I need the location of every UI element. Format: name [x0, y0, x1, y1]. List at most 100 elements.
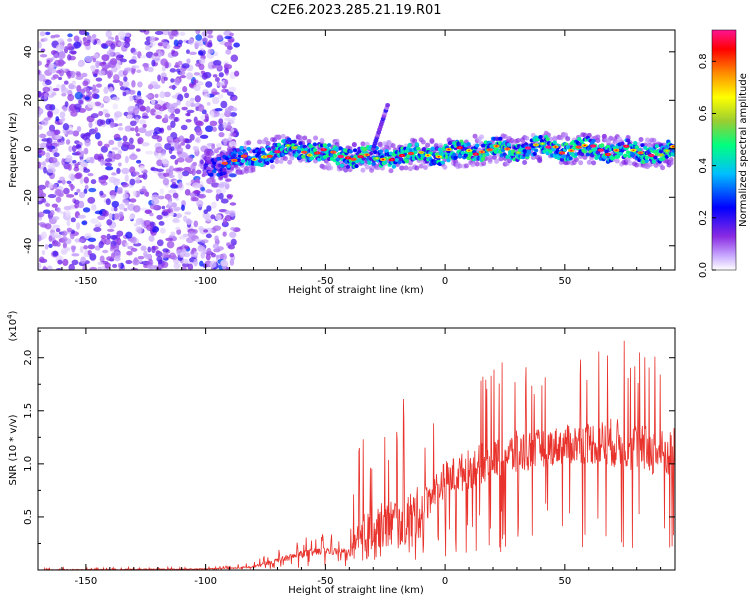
noise-speckle: [99, 255, 105, 263]
noise-speckle: [46, 265, 53, 270]
noise-speckle: [63, 80, 69, 85]
snr-x-ticks: -150 -100 -50 0 50: [61, 328, 662, 587]
noise-speckle: [157, 195, 165, 200]
ridge-peak-core: [286, 144, 290, 147]
ridge-blob: [335, 161, 341, 166]
noise-speckle: [159, 91, 166, 99]
ridge-halo-blob: [479, 134, 485, 140]
snr-series-line: [38, 340, 675, 570]
ridge-peak-core: [625, 145, 628, 148]
noise-speckle: [185, 144, 191, 150]
noise-speckle: [84, 31, 90, 36]
noise-speckle: [108, 60, 117, 69]
noise-speckle: [139, 188, 148, 193]
noise-speckle: [92, 84, 97, 92]
ridge-blob: [414, 142, 420, 147]
noise-speckle: [216, 82, 224, 87]
ridge-blob: [372, 150, 378, 155]
noise-speckle: [174, 108, 181, 114]
noise-speckle: [108, 176, 117, 184]
ridge-blob: [398, 157, 404, 162]
noise-speckle: [124, 155, 129, 164]
noise-speckle: [106, 219, 113, 226]
noise-speckle: [80, 256, 87, 264]
noise-speckle: [129, 95, 134, 102]
noise-speckle: [70, 51, 77, 55]
noise-speckle: [41, 198, 47, 203]
noise-speckle: [62, 241, 68, 249]
noise-speckle: [97, 70, 106, 76]
noise-speckle: [49, 68, 57, 74]
noise-speckle: [154, 111, 163, 115]
ridge-halo-blob: [509, 137, 515, 143]
noise-speckle: [144, 40, 151, 46]
noise-speckle: [154, 30, 164, 36]
noise-speckle: [172, 192, 179, 199]
noise-speckle: [211, 182, 220, 188]
noise-speckle: [73, 35, 80, 42]
noise-speckle: [200, 186, 206, 192]
noise-speckle: [50, 232, 59, 237]
noise-speckle: [228, 38, 235, 43]
snr-background: [38, 328, 675, 570]
noise-speckle: [110, 206, 115, 212]
noise-speckle: [70, 245, 77, 251]
noise-speckle: [203, 229, 209, 233]
noise-speckle: [40, 231, 47, 239]
noise-speckle: [131, 65, 140, 69]
colorbar-tick-label: 0.4: [698, 158, 709, 174]
ridge-blob: [312, 142, 318, 147]
ridge-blob: [466, 142, 471, 147]
noise-speckle: [185, 219, 193, 225]
noise-speckle: [176, 228, 182, 235]
ridge-blob: [654, 144, 659, 149]
noise-speckle: [229, 112, 238, 117]
noise-speckle: [48, 182, 54, 189]
ridge-blob: [497, 136, 503, 141]
ridge-blob: [357, 149, 362, 154]
noise-speckle: [132, 171, 140, 176]
ridge-halo-blob: [276, 135, 282, 141]
noise-speckle: [163, 91, 171, 98]
noise-speckle: [101, 64, 110, 70]
ridge-halo-blob: [282, 156, 288, 162]
noise-speckle: [74, 91, 83, 100]
noise-speckle: [156, 135, 163, 143]
noise-speckle: [210, 110, 215, 118]
ridge-blob: [309, 156, 315, 161]
noise-speckle: [124, 200, 130, 206]
noise-speckle: [71, 259, 79, 266]
ridge-peak-core: [570, 149, 573, 152]
noise-speckle: [63, 205, 72, 211]
noise-speckle: [62, 258, 69, 267]
ridge-blob: [644, 155, 649, 160]
y-tick-label: 1.0: [23, 456, 34, 472]
snr-y-ticks: 0.5 1.0 1.5 2.0: [23, 330, 675, 544]
noise-speckle: [146, 224, 153, 231]
ridge-blob: [585, 152, 591, 157]
x-tick-label: 50: [558, 576, 571, 587]
noise-speckle: [55, 135, 63, 140]
noise-speckle: [146, 264, 155, 270]
noise-speckle: [118, 162, 122, 167]
noise-speckle: [126, 250, 133, 256]
noise-speckle: [153, 52, 159, 57]
noise-speckle: [113, 111, 123, 118]
noise-speckle: [121, 182, 129, 188]
noise-speckle: [200, 239, 209, 244]
noise-speckle: [118, 211, 124, 218]
noise-speckle: [53, 53, 59, 59]
noise-speckle: [44, 223, 52, 230]
ridge-blob: [362, 147, 368, 152]
noise-speckle: [209, 260, 217, 269]
ridge-blob: [568, 156, 573, 161]
ridge-blob: [206, 166, 211, 171]
ridge-peak-core: [352, 158, 355, 160]
noise-speckle: [129, 236, 137, 244]
ridge-blob: [577, 136, 582, 141]
noise-speckle: [103, 143, 110, 148]
noise-speckle: [150, 98, 156, 105]
ridge-halo-blob: [263, 137, 269, 143]
noise-speckle: [129, 153, 138, 161]
noise-speckle: [206, 247, 212, 255]
